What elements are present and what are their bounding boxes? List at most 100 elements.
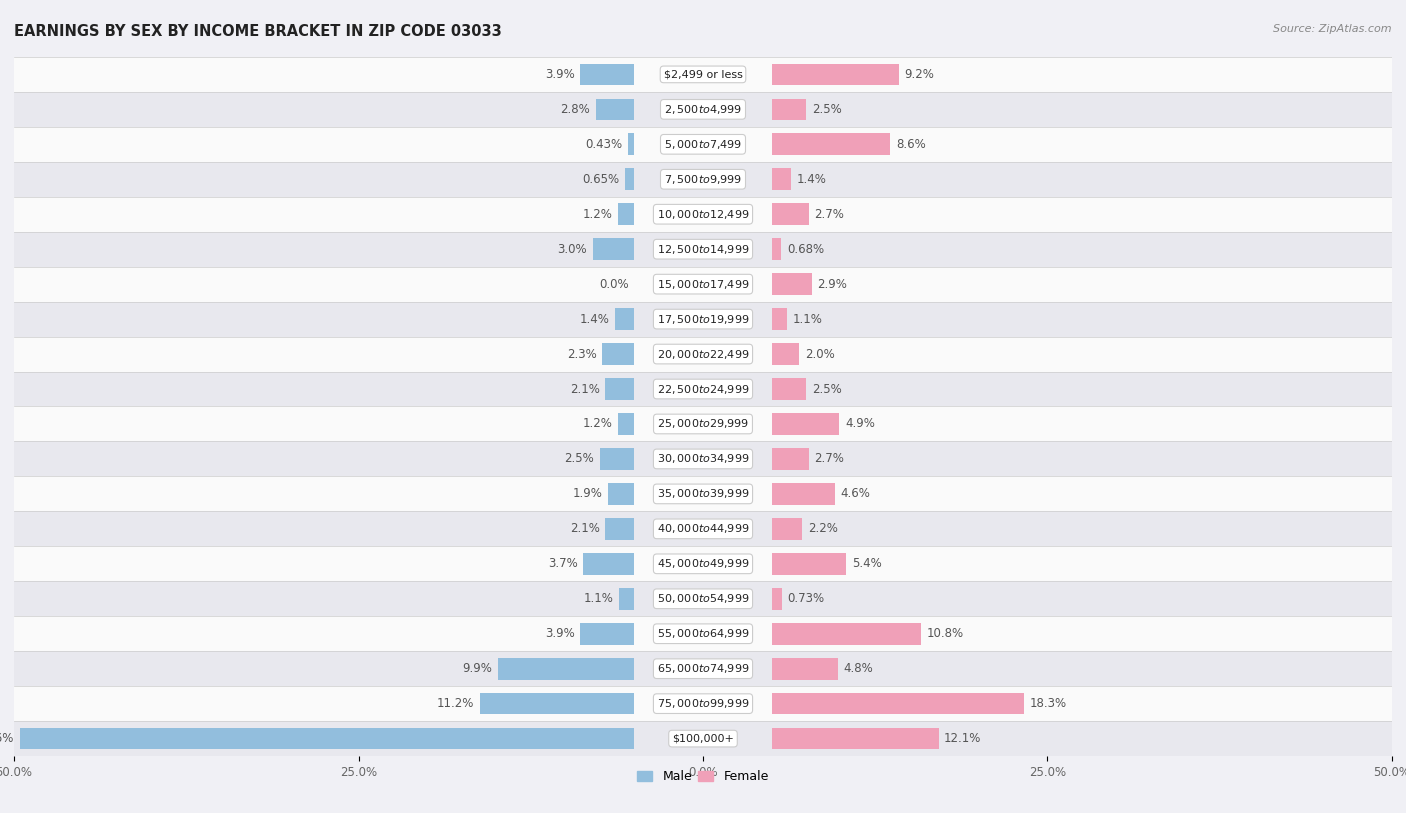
Text: $100,000+: $100,000+	[672, 733, 734, 744]
Text: 9.2%: 9.2%	[904, 68, 934, 80]
Bar	[617, 413, 634, 435]
Text: 2.2%: 2.2%	[807, 523, 838, 535]
Text: 3.7%: 3.7%	[548, 558, 578, 570]
Bar	[772, 693, 1024, 715]
Bar	[602, 343, 634, 365]
Text: $12,500 to $14,999: $12,500 to $14,999	[657, 243, 749, 255]
Text: 1.2%: 1.2%	[582, 208, 612, 220]
Text: 18.3%: 18.3%	[1029, 698, 1067, 710]
Bar	[20, 728, 634, 750]
Text: $35,000 to $39,999: $35,000 to $39,999	[657, 488, 749, 500]
Bar	[581, 623, 634, 645]
Text: 1.1%: 1.1%	[793, 313, 823, 325]
Bar	[14, 92, 1392, 127]
Text: 44.6%: 44.6%	[0, 733, 14, 745]
Bar	[479, 693, 634, 715]
Bar	[14, 721, 1392, 756]
Text: 4.8%: 4.8%	[844, 663, 873, 675]
Text: 2.1%: 2.1%	[569, 383, 599, 395]
Text: $45,000 to $49,999: $45,000 to $49,999	[657, 558, 749, 570]
Bar	[599, 448, 634, 470]
Text: 1.9%: 1.9%	[572, 488, 602, 500]
Bar	[14, 616, 1392, 651]
Legend: Male, Female: Male, Female	[633, 765, 773, 789]
Bar	[772, 378, 807, 400]
Bar	[772, 483, 835, 505]
Text: $55,000 to $64,999: $55,000 to $64,999	[657, 628, 749, 640]
Text: 3.0%: 3.0%	[558, 243, 588, 255]
Bar	[772, 98, 807, 120]
Bar	[14, 511, 1392, 546]
Text: 8.6%: 8.6%	[896, 138, 925, 150]
Text: 1.4%: 1.4%	[579, 313, 609, 325]
Text: 2.0%: 2.0%	[806, 348, 835, 360]
Text: 0.68%: 0.68%	[787, 243, 824, 255]
Text: 1.4%: 1.4%	[797, 173, 827, 185]
Text: 0.73%: 0.73%	[787, 593, 824, 605]
Text: $75,000 to $99,999: $75,000 to $99,999	[657, 698, 749, 710]
Text: 3.9%: 3.9%	[546, 68, 575, 80]
Bar	[772, 553, 846, 575]
Bar	[596, 98, 634, 120]
Bar	[619, 588, 634, 610]
Bar	[14, 197, 1392, 232]
Bar	[772, 63, 898, 85]
Text: $15,000 to $17,499: $15,000 to $17,499	[657, 278, 749, 290]
Text: 4.6%: 4.6%	[841, 488, 870, 500]
Text: 0.0%: 0.0%	[599, 278, 628, 290]
Text: 2.7%: 2.7%	[814, 208, 845, 220]
Text: 0.65%: 0.65%	[582, 173, 620, 185]
Bar	[14, 406, 1392, 441]
Bar	[14, 127, 1392, 162]
Bar	[14, 651, 1392, 686]
Text: $17,500 to $19,999: $17,500 to $19,999	[657, 313, 749, 325]
Text: $2,499 or less: $2,499 or less	[664, 69, 742, 80]
Bar	[14, 546, 1392, 581]
Bar	[772, 658, 838, 680]
Bar	[772, 238, 782, 260]
Text: $22,500 to $24,999: $22,500 to $24,999	[657, 383, 749, 395]
Bar	[605, 518, 634, 540]
Bar	[772, 203, 808, 225]
Text: 3.9%: 3.9%	[546, 628, 575, 640]
Text: $7,500 to $9,999: $7,500 to $9,999	[664, 173, 742, 185]
Bar	[14, 302, 1392, 337]
Bar	[607, 483, 634, 505]
Bar	[772, 448, 808, 470]
Text: 2.1%: 2.1%	[569, 523, 599, 535]
Text: 2.5%: 2.5%	[811, 383, 842, 395]
Text: 2.9%: 2.9%	[817, 278, 848, 290]
Bar	[14, 372, 1392, 406]
Text: $5,000 to $7,499: $5,000 to $7,499	[664, 138, 742, 150]
Bar	[498, 658, 634, 680]
Bar	[14, 686, 1392, 721]
Text: 10.8%: 10.8%	[927, 628, 963, 640]
Bar	[593, 238, 634, 260]
Bar	[14, 267, 1392, 302]
Bar	[583, 553, 634, 575]
Bar	[772, 343, 800, 365]
Bar	[772, 623, 921, 645]
Bar	[772, 133, 890, 155]
Text: $10,000 to $12,499: $10,000 to $12,499	[657, 208, 749, 220]
Bar	[14, 441, 1392, 476]
Text: 2.5%: 2.5%	[564, 453, 595, 465]
Text: 1.2%: 1.2%	[582, 418, 612, 430]
Bar	[628, 133, 634, 155]
Text: 4.9%: 4.9%	[845, 418, 875, 430]
Text: 2.7%: 2.7%	[814, 453, 845, 465]
Bar	[772, 308, 787, 330]
Bar	[614, 308, 634, 330]
Text: 0.43%: 0.43%	[585, 138, 623, 150]
Text: 9.9%: 9.9%	[463, 663, 492, 675]
Bar	[14, 57, 1392, 92]
Bar	[772, 728, 939, 750]
Bar	[14, 232, 1392, 267]
Text: 2.3%: 2.3%	[567, 348, 598, 360]
Bar	[14, 162, 1392, 197]
Bar	[14, 337, 1392, 372]
Bar	[772, 518, 803, 540]
Bar	[581, 63, 634, 85]
Bar	[772, 168, 792, 190]
Text: 2.5%: 2.5%	[811, 103, 842, 115]
